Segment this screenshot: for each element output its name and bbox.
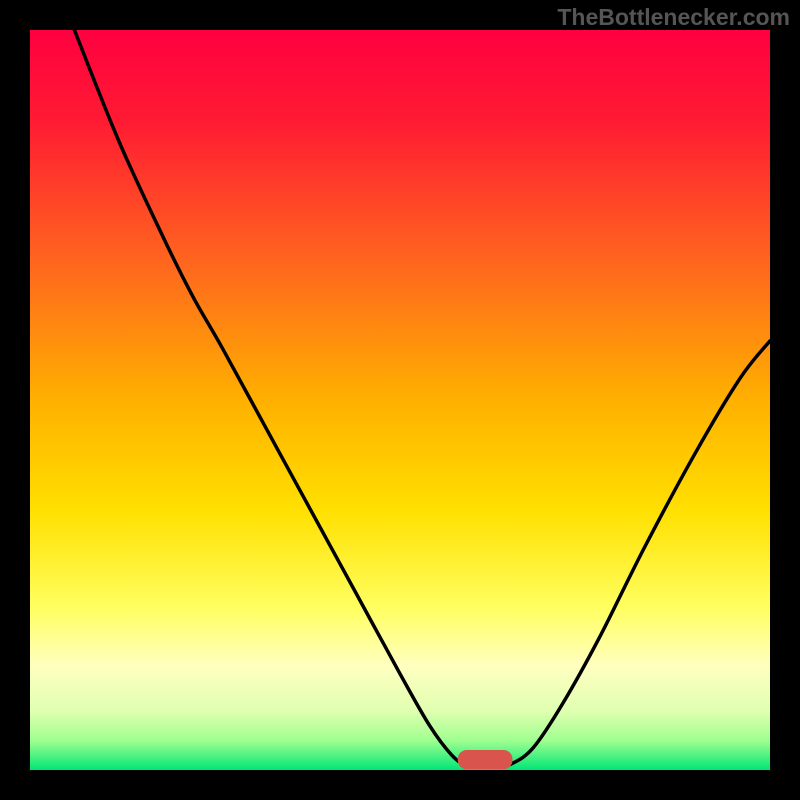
bottleneck-chart (0, 0, 800, 800)
watermark-text: TheBottlenecker.com (557, 4, 790, 31)
plot-gradient-background (30, 30, 770, 770)
optimal-marker (458, 750, 513, 769)
